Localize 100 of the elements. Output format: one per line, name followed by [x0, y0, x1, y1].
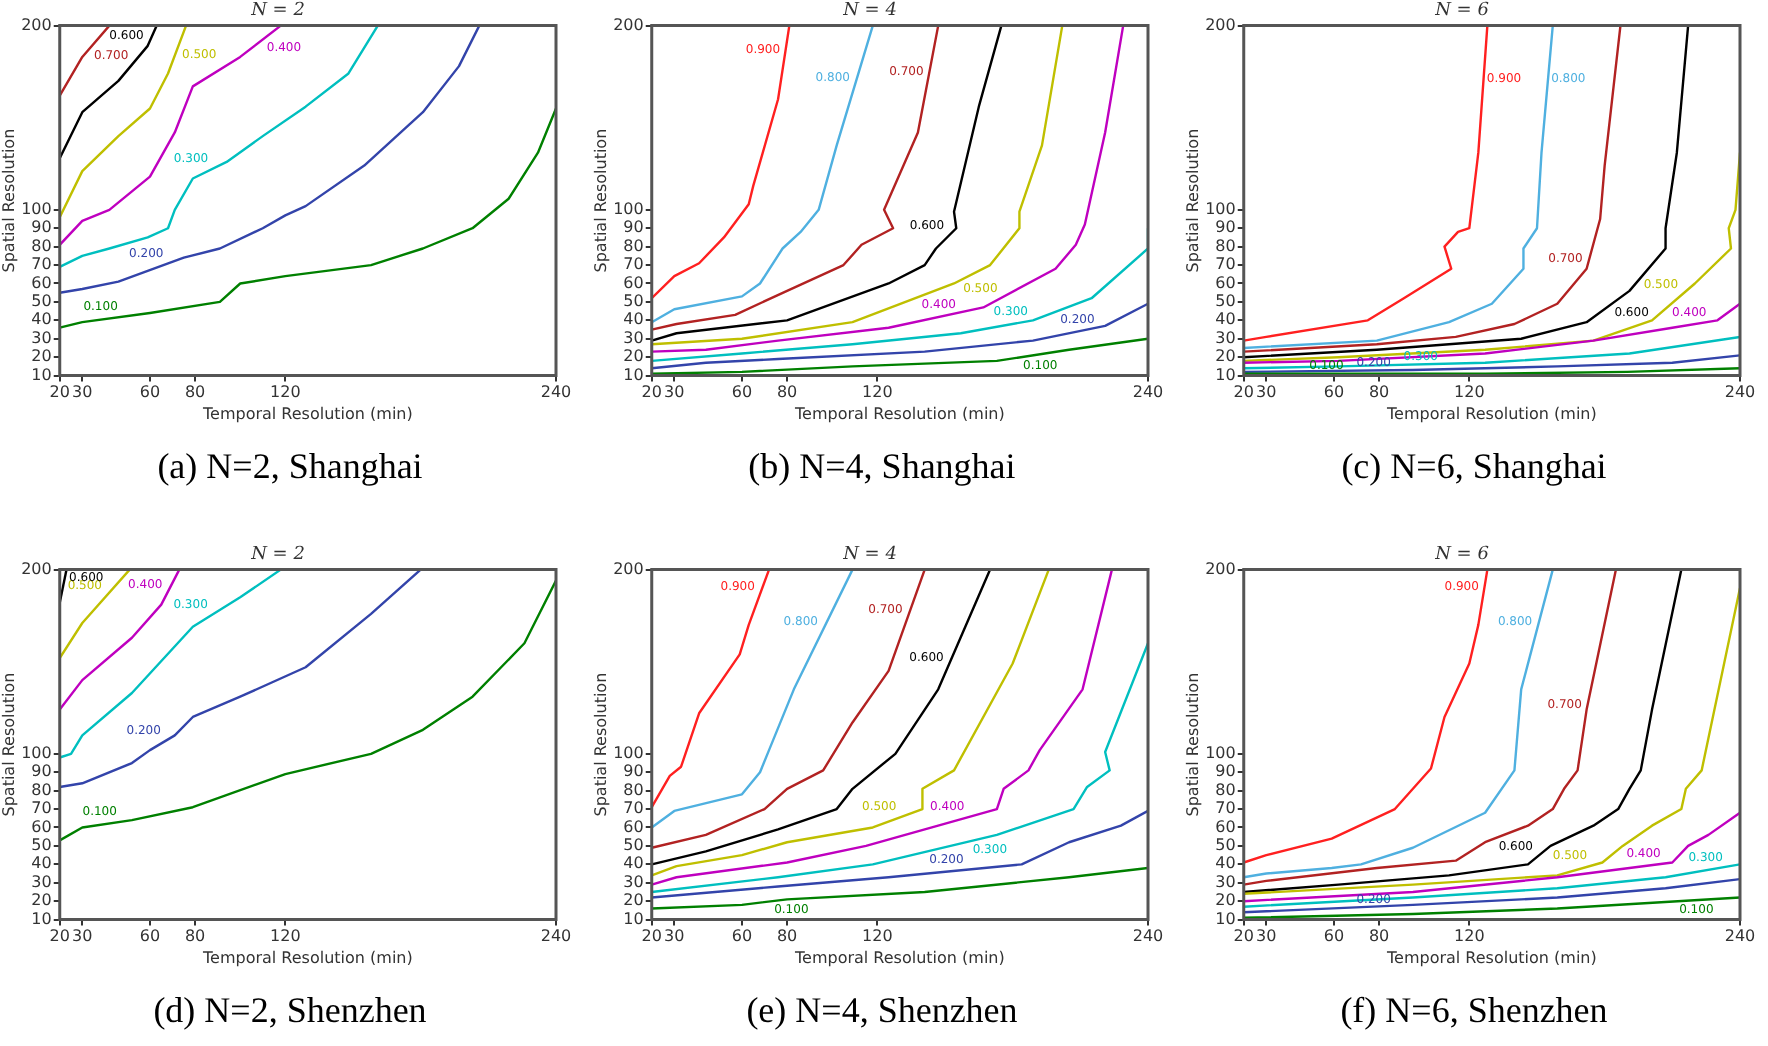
y-tick-label: 50 [1215, 836, 1236, 855]
y-tick-label: 30 [623, 328, 644, 347]
x-tick-label: 120 [270, 927, 301, 946]
y-tick-label: 80 [31, 780, 52, 799]
y-tick-label: 90 [623, 762, 644, 781]
y-tick-label: 40 [623, 310, 644, 329]
y-tick-label: 200 [1205, 559, 1236, 578]
y-tick-label: 10 [1215, 909, 1236, 928]
y-tick-label: 40 [31, 310, 52, 329]
text: (f) N=6, Shenzhen [1338, 988, 1610, 1032]
text: (e) N=4, Shenzhen [744, 988, 1020, 1032]
y-tick-label: 200 [613, 559, 644, 578]
y-tick-label: 50 [31, 292, 52, 311]
x-axis-title: Temporal Resolution (min) [793, 948, 1005, 967]
y-tick-label: 200 [1205, 15, 1236, 34]
x-tick-label: 240 [1132, 383, 1164, 402]
y-tick-label: 200 [613, 15, 644, 34]
chart-title: N = 6 [1433, 545, 1490, 566]
y-tick-label: 70 [31, 799, 52, 818]
x-tick-label: 240 [1132, 927, 1164, 946]
y-tick-label: 60 [31, 273, 52, 292]
x-tick-label: 80 [1368, 927, 1390, 946]
y-axis-title: Spatial Resolution [1183, 128, 1202, 273]
y-tick-label: 30 [1215, 328, 1236, 347]
y-tick-label: 90 [31, 218, 52, 237]
y-tick-label: 200 [21, 15, 52, 34]
x-tick-label: 20 [1233, 383, 1254, 402]
y-tick-label: 10 [31, 365, 52, 384]
x-tick-label: 20 [641, 383, 662, 402]
y-tick-label: 70 [1215, 255, 1236, 274]
x-axis-title: Temporal Resolution (min) [1385, 404, 1597, 423]
x-tick-label: 120 [1454, 383, 1485, 402]
y-tick-label: 80 [623, 780, 644, 799]
y-tick-label: 60 [31, 817, 52, 836]
x-tick-label: 30 [664, 383, 685, 402]
y-tick-label: 50 [1215, 292, 1236, 311]
y-tick-label: 50 [623, 292, 644, 311]
x-tick-label: 20 [1233, 927, 1254, 946]
x-tick-label: 30 [1256, 927, 1277, 946]
x-tick-label: 120 [862, 383, 893, 402]
y-tick-label: 100 [21, 743, 52, 762]
x-axis-title: Temporal Resolution (min) [201, 404, 413, 423]
x-tick-label: 60 [1323, 383, 1345, 402]
y-tick-label: 70 [1215, 799, 1236, 818]
x-tick-label: 240 [540, 383, 572, 402]
y-axis-title: Spatial Resolution [591, 128, 610, 273]
y-axis-title: Spatial Resolution [1183, 672, 1202, 817]
chart-title: N = 6 [1433, 1, 1490, 22]
x-tick-label: 30 [1256, 383, 1277, 402]
y-tick-label: 90 [623, 218, 644, 237]
x-tick-label: 60 [731, 383, 753, 402]
y-tick-label: 30 [31, 872, 52, 891]
x-tick-label: 80 [1368, 383, 1390, 402]
y-tick-label: 90 [1215, 762, 1236, 781]
y-tick-label: 70 [31, 255, 52, 274]
x-tick-label: 80 [776, 383, 798, 402]
y-tick-label: 70 [623, 255, 644, 274]
y-tick-label: 80 [623, 236, 644, 255]
y-axis-title: Spatial Resolution [0, 672, 18, 817]
x-tick-label: 60 [1323, 927, 1345, 946]
chart-title: N = 2 [249, 1, 306, 22]
x-tick-label: 120 [862, 927, 893, 946]
x-tick-label: 80 [776, 927, 798, 946]
y-tick-label: 20 [623, 891, 644, 910]
y-tick-label: 40 [623, 854, 644, 873]
y-tick-label: 40 [1215, 854, 1236, 873]
x-axis-title: Temporal Resolution (min) [793, 404, 1005, 423]
text: (a) N=2, Shanghai [155, 444, 425, 488]
y-tick-label: 60 [623, 273, 644, 292]
y-tick-label: 10 [623, 909, 644, 928]
y-tick-label: 100 [21, 199, 52, 218]
chart-title: N = 4 [841, 1, 898, 22]
x-tick-label: 30 [664, 927, 685, 946]
y-tick-label: 10 [1215, 365, 1236, 384]
x-axis-title: Temporal Resolution (min) [1385, 948, 1597, 967]
y-tick-label: 10 [31, 909, 52, 928]
y-tick-label: 10 [623, 365, 644, 384]
y-tick-label: 40 [31, 854, 52, 873]
y-tick-label: 20 [31, 347, 52, 366]
chart-title: N = 4 [841, 545, 898, 566]
y-tick-label: 80 [1215, 236, 1236, 255]
y-tick-label: 20 [31, 891, 52, 910]
y-tick-label: 200 [21, 559, 52, 578]
y-tick-label: 70 [623, 799, 644, 818]
x-tick-label: 30 [72, 383, 93, 402]
text: (c) N=6, Shanghai [1339, 444, 1609, 488]
y-tick-label: 20 [1215, 891, 1236, 910]
x-axis-title: Temporal Resolution (min) [201, 948, 413, 967]
y-axis-title: Spatial Resolution [0, 128, 18, 273]
y-tick-label: 30 [31, 328, 52, 347]
chart-title: N = 2 [249, 545, 306, 566]
y-tick-label: 60 [1215, 273, 1236, 292]
y-tick-label: 80 [31, 236, 52, 255]
x-tick-label: 60 [139, 383, 161, 402]
y-tick-label: 90 [1215, 218, 1236, 237]
text: (b) N=4, Shanghai [746, 444, 1018, 488]
x-tick-label: 30 [72, 927, 93, 946]
y-tick-label: 100 [1205, 199, 1236, 218]
x-tick-label: 120 [270, 383, 301, 402]
x-tick-label: 60 [139, 927, 161, 946]
